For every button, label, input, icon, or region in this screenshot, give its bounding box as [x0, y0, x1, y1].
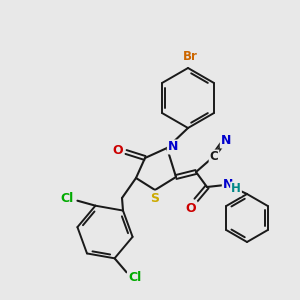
Text: O: O	[186, 202, 196, 214]
Text: H: H	[231, 182, 241, 196]
Text: C: C	[210, 151, 218, 164]
Text: S: S	[151, 191, 160, 205]
Text: Cl: Cl	[128, 271, 141, 284]
Text: Br: Br	[183, 50, 197, 62]
Text: N: N	[168, 140, 178, 154]
Text: Cl: Cl	[61, 192, 74, 205]
Text: N: N	[221, 134, 231, 148]
Text: O: O	[113, 143, 123, 157]
Text: N: N	[223, 178, 233, 190]
